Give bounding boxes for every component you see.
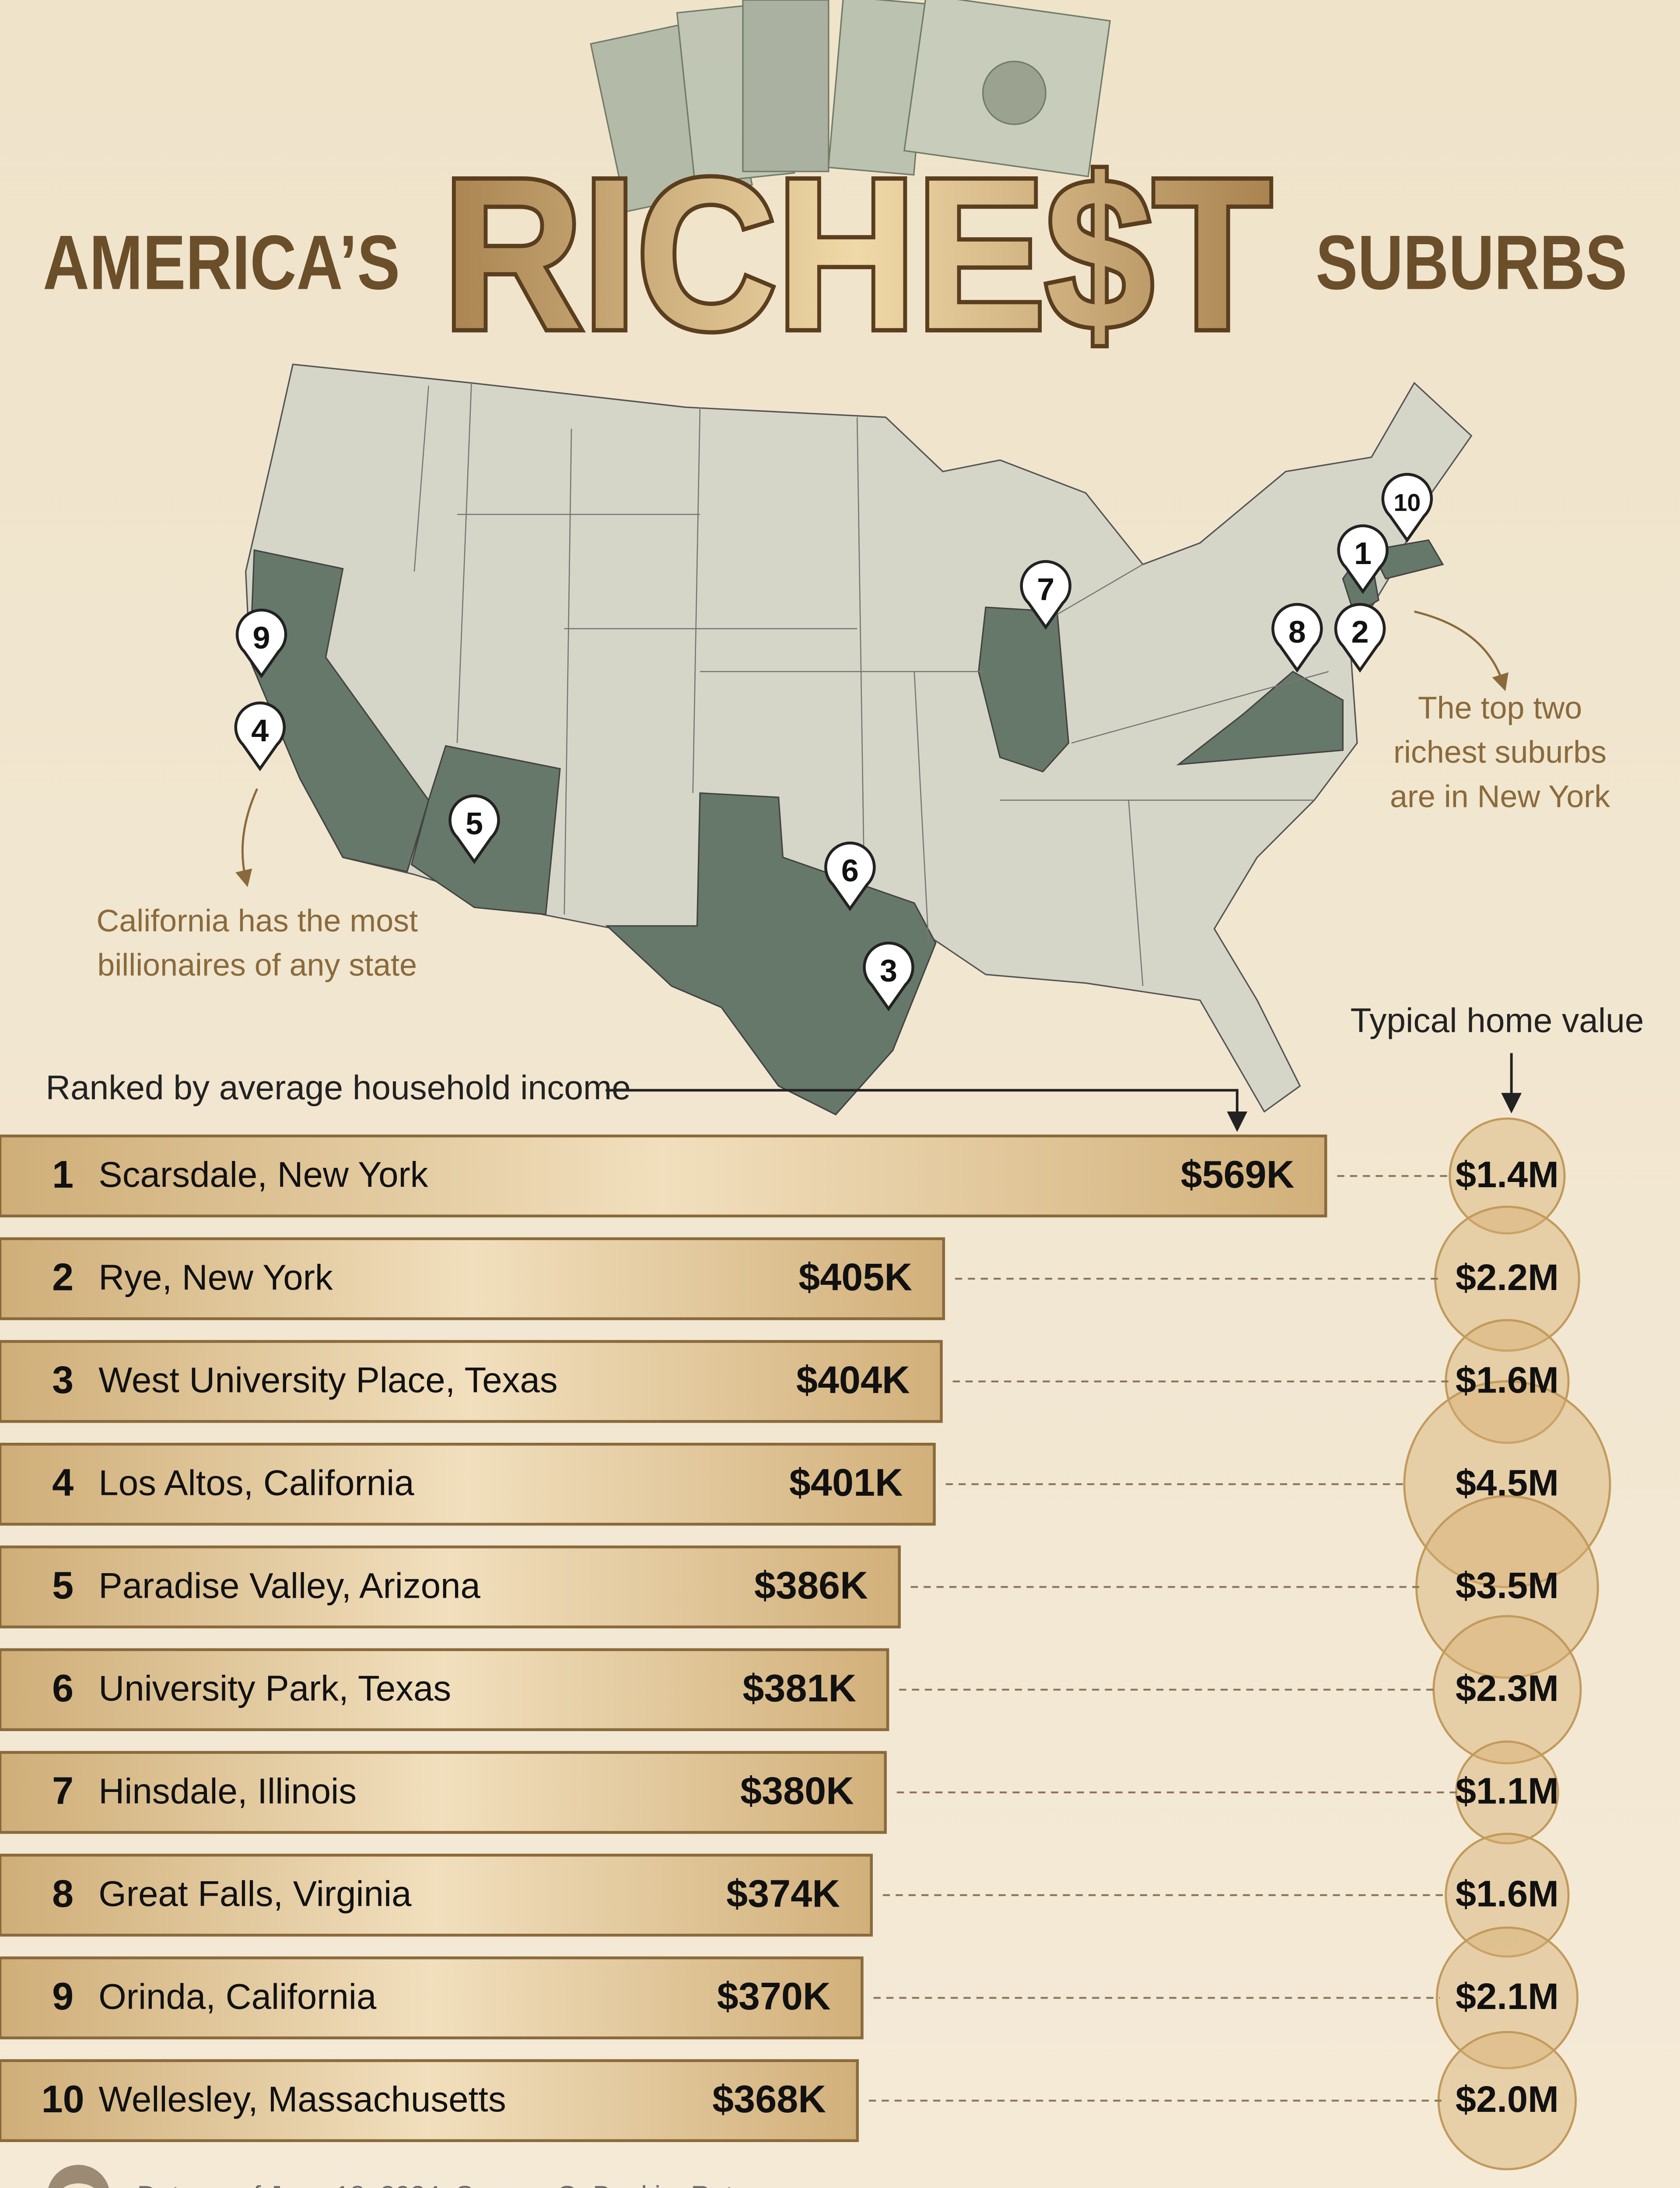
bar	[0, 1237, 945, 1320]
rank: 10	[42, 2077, 84, 2121]
home-value-bubble	[1449, 1117, 1566, 1234]
annotation-arrow	[1414, 610, 1508, 691]
map-pin	[235, 608, 287, 679]
rank: 4	[52, 1461, 74, 1504]
rank: 7	[52, 1769, 74, 1813]
home-value-label: $2.0M	[1456, 2078, 1559, 2120]
annotation: The top two richest suburbs are in New Yor…	[1390, 691, 1610, 814]
bar	[0, 1751, 887, 1834]
annotation-line: California has the most	[96, 903, 418, 938]
annotation: California has the most billionaires of a…	[96, 903, 418, 982]
value-label: $368K	[712, 2077, 826, 2121]
annotation-line: billionaires of any state	[97, 948, 417, 983]
map-pin-label: 2	[1351, 615, 1369, 650]
map-pin-label: 6	[841, 853, 859, 888]
value-label: $374K	[726, 1872, 840, 1915]
home-value-bubble	[1432, 1615, 1582, 1764]
map-pin	[234, 701, 286, 771]
subtitle: Ranked by average household income	[46, 1068, 630, 1107]
category-label: West University Place, Texas	[98, 1360, 557, 1400]
map-pin-label: 10	[1393, 489, 1421, 516]
value-label: $405K	[798, 1255, 912, 1299]
bar	[0, 1648, 889, 1731]
title-main: RICHE$T	[443, 134, 1271, 374]
value-label: $370K	[717, 1974, 831, 2018]
money-decoration	[590, 0, 1111, 213]
annotation-line: are in New York	[1390, 779, 1610, 814]
value-label: $401K	[789, 1461, 903, 1504]
bars: 1 Scarsdale, New York $569K $1.4M 2 Rye, New …	[0, 1134, 1559, 2142]
bar	[0, 1854, 873, 1937]
map-pin	[1334, 603, 1386, 673]
annotation-arrow	[235, 788, 258, 887]
category-label: Great Falls, Virginia	[98, 1874, 412, 1914]
map-pin	[824, 842, 876, 912]
annotation-line: richest suburbs	[1393, 735, 1606, 770]
category-label: Orinda, California	[98, 1977, 377, 2016]
home-value-bubble	[1403, 1380, 1611, 1588]
rank: 5	[52, 1564, 74, 1607]
home-value-label: $4.5M	[1456, 1462, 1559, 1503]
home-value-label: $1.1M	[1456, 1770, 1559, 1812]
rank: 2	[52, 1255, 74, 1299]
map-pin	[863, 941, 914, 1011]
home-value-label: $2.3M	[1456, 1667, 1559, 1709]
category-label: Rye, New York	[98, 1258, 333, 1297]
rank: 8	[52, 1872, 74, 1915]
rank: 6	[52, 1666, 74, 1710]
title-left: AMERICA’S	[43, 219, 400, 305]
map-pins: 1 2 3 4 5 6 7 8 9 10	[234, 473, 1433, 1011]
category-label: Scarsdale, New York	[98, 1155, 428, 1195]
value-label: $404K	[796, 1358, 910, 1401]
subtitle-arrow	[606, 1089, 1248, 1132]
map-pin-label: 5	[466, 806, 483, 841]
title-right: SUBURBS	[1316, 219, 1627, 305]
category-label: Wellesley, Massachusetts	[98, 2079, 506, 2119]
map-pin	[1337, 524, 1389, 594]
value-label: $569K	[1181, 1153, 1295, 1196]
bar	[0, 1545, 901, 1629]
map-pin-label: 3	[880, 954, 897, 989]
rank: 3	[52, 1358, 74, 1401]
home-value-label: $2.1M	[1456, 1975, 1559, 2017]
category-label: Hinsdale, Illinois	[98, 1771, 357, 1811]
category-label: Paradise Valley, Arizona	[98, 1566, 480, 1606]
home-value-bubble	[1435, 1926, 1578, 2069]
home-value-label: $3.5M	[1456, 1564, 1559, 1606]
map-pin	[1020, 560, 1071, 630]
map-pin-label: 1	[1354, 536, 1372, 571]
value-label: $381K	[742, 1666, 856, 1710]
map-pin-label: 8	[1288, 615, 1306, 650]
bar	[0, 1442, 936, 1526]
size-label: Typical home value	[1351, 1001, 1644, 1040]
value-label: $386K	[754, 1564, 868, 1607]
home-value-label: $1.6M	[1456, 1872, 1559, 1914]
rows: 1 Scarsdale, New York $569K $1.4M 2 Rye, New …	[0, 1117, 1611, 2170]
category-label: Los Altos, California	[98, 1463, 414, 1503]
map-pin	[1381, 473, 1433, 543]
map-pin-label: 9	[253, 621, 270, 656]
bar	[0, 1340, 943, 1423]
value-label: $380K	[740, 1769, 854, 1813]
home-value-label: $1.4M	[1456, 1154, 1559, 1195]
rank: 9	[52, 1974, 74, 2018]
bubbles	[1403, 1117, 1611, 2170]
annotation-line: The top two	[1418, 691, 1582, 726]
home-value-label: $1.6M	[1456, 1359, 1559, 1401]
map-pin-label: 4	[251, 713, 269, 748]
source: Data as of June 18, 2024. Source: GoBank…	[137, 2181, 762, 2188]
category-label: University Park, Texas	[98, 1669, 451, 1708]
home-value-bubble	[1445, 1833, 1570, 1958]
rank: 1	[52, 1153, 74, 1196]
bar	[0, 1956, 864, 2040]
map-pin-label: 7	[1037, 572, 1054, 607]
map-pin	[1271, 603, 1323, 673]
map-pin	[448, 794, 500, 864]
bar	[0, 2059, 859, 2142]
bar	[0, 1134, 1327, 1218]
logo	[48, 2164, 109, 2188]
home-value-label: $2.2M	[1456, 1256, 1559, 1298]
